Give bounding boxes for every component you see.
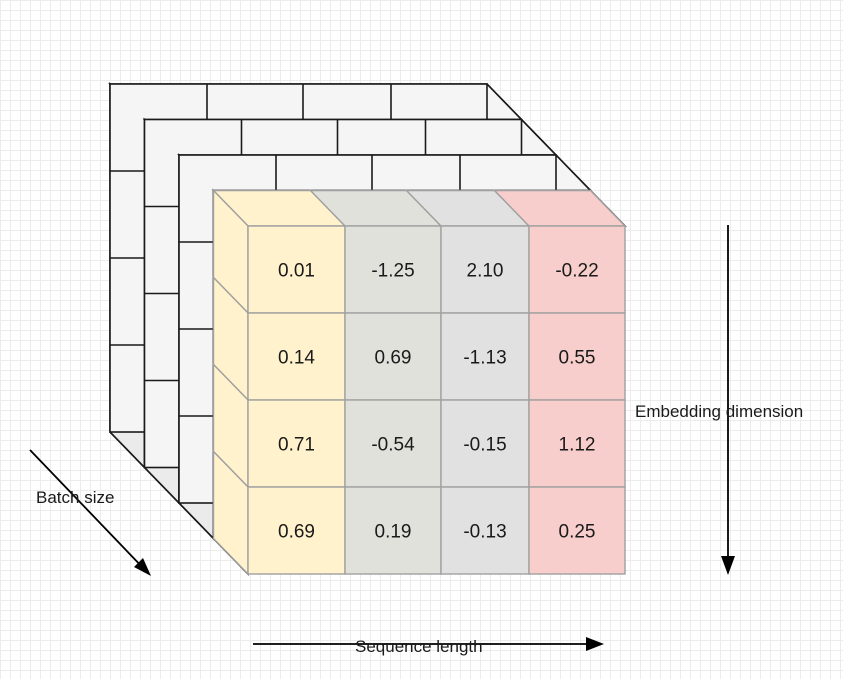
value-cell-box bbox=[344, 486, 442, 575]
value-cell-text: 0.25 bbox=[559, 522, 596, 543]
value-cell: 0.14 bbox=[247, 312, 346, 401]
value-cell: 0.55 bbox=[528, 312, 626, 401]
batch-size-arrow bbox=[29, 449, 148, 573]
value-cell-box bbox=[440, 486, 530, 575]
value-cell-box bbox=[344, 312, 442, 401]
value-cell-text: 1.12 bbox=[559, 435, 596, 456]
value-cell-text: -1.25 bbox=[371, 261, 414, 282]
value-cell-text: -0.22 bbox=[555, 261, 598, 282]
value-cell: 2.10 bbox=[440, 225, 530, 314]
batch-size-annotation: Batch size bbox=[29, 449, 151, 576]
value-cell-text: -0.54 bbox=[371, 435, 415, 456]
value-cell-box bbox=[247, 399, 346, 488]
layer-top-divider bbox=[520, 118, 557, 156]
value-cell-text: 0.69 bbox=[375, 348, 412, 369]
value-cell: 0.69 bbox=[344, 312, 442, 401]
batch-size-label: Batch size bbox=[36, 488, 114, 507]
value-cell-box bbox=[344, 399, 442, 488]
value-cell-box bbox=[528, 486, 626, 575]
front-layer: 0.01 0.14 0.71 0.69 -1.25 0.69 -0.54 0.19 2.10 -1… bbox=[211, 188, 627, 576]
value-cell: -0.22 bbox=[528, 225, 626, 314]
sequence-length-arrowhead bbox=[586, 637, 604, 651]
value-cell-box bbox=[440, 225, 530, 314]
value-cell: -1.25 bbox=[344, 225, 442, 314]
value-cell: 0.01 bbox=[247, 225, 346, 314]
value-cell: -1.13 bbox=[440, 312, 530, 401]
value-cell: -0.13 bbox=[440, 486, 530, 575]
value-cell: 0.71 bbox=[247, 399, 346, 488]
value-cell: 0.19 bbox=[344, 486, 442, 575]
value-cell-box bbox=[528, 399, 626, 488]
value-cell-text: -0.13 bbox=[463, 522, 506, 543]
sequence-length-label: Sequence length bbox=[355, 637, 483, 656]
value-cell-text: 0.71 bbox=[278, 435, 315, 456]
value-cell-text: 0.19 bbox=[375, 522, 412, 543]
embedding-dimension-annotation: Embedding dimension bbox=[635, 225, 803, 575]
value-cell: 0.25 bbox=[528, 486, 626, 575]
layer-left-divider bbox=[109, 431, 146, 469]
value-cell-box bbox=[344, 225, 442, 314]
layer-left-divider bbox=[143, 466, 180, 504]
batch-size-arrowhead bbox=[134, 558, 151, 576]
value-cell-text: 0.01 bbox=[278, 261, 315, 282]
value-cell-text: -0.15 bbox=[463, 435, 506, 456]
value-cell-text: 2.10 bbox=[467, 261, 504, 282]
embedding-dimension-label: Embedding dimension bbox=[635, 402, 803, 421]
value-cell-box bbox=[440, 312, 530, 401]
value-cell: 0.69 bbox=[247, 486, 346, 575]
value-cell-text: 0.14 bbox=[278, 348, 315, 369]
layer-left-divider bbox=[178, 502, 215, 540]
sequence-length-annotation: Sequence length bbox=[253, 637, 604, 656]
value-cell: -0.54 bbox=[344, 399, 442, 488]
value-cell-text: 0.55 bbox=[559, 348, 596, 369]
value-cell-box bbox=[528, 312, 626, 401]
value-cell-text: -1.13 bbox=[463, 348, 506, 369]
embedding-dimension-arrowhead bbox=[721, 556, 735, 575]
value-cell-box bbox=[247, 225, 346, 314]
value-cell-text: 0.69 bbox=[278, 522, 315, 543]
value-cell: 1.12 bbox=[528, 399, 626, 488]
value-cell: -0.15 bbox=[440, 399, 530, 488]
layer-top-divider bbox=[486, 83, 523, 121]
layer-top-divider bbox=[555, 154, 592, 192]
